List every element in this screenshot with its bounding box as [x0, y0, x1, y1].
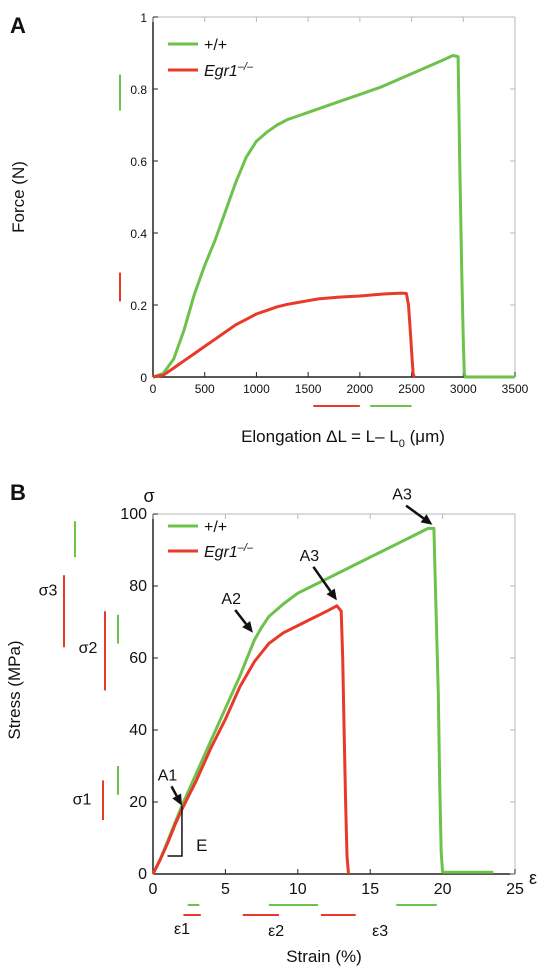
annotation-arrow-head [242, 621, 253, 633]
y-tick-label: 0 [138, 866, 147, 883]
y-tick-label: 1 [140, 11, 147, 25]
annotation-arrow-head [172, 793, 182, 806]
x-tick-label: 0 [150, 382, 157, 396]
annotation-arrow-head [326, 588, 337, 601]
point-annotation-label: A3 [392, 487, 412, 504]
panel-b-label: B [10, 480, 26, 505]
x-tick-label: 2000 [347, 382, 374, 396]
y-tick-label: 0.8 [130, 83, 147, 97]
legend-a: +/+ Egr1–/– [168, 37, 254, 80]
modulus-label: E [196, 836, 207, 855]
series-wildtype-line [151, 526, 494, 875]
x-tick-label: 0 [149, 881, 158, 898]
panel-b-y-axis-label: Stress (MPa) [5, 640, 24, 739]
modulus-triangle [167, 805, 183, 857]
x-tick-label: 500 [195, 382, 215, 396]
stress-marker-label: σ1 [73, 791, 92, 808]
x-tick-label: 15 [361, 881, 379, 898]
stress-marker-label: σ2 [79, 640, 98, 657]
y-tick-label: 40 [129, 722, 147, 739]
y-tick-label: 60 [129, 650, 147, 667]
x-tick-label: 3000 [450, 382, 477, 396]
panel-a-label: A [10, 13, 26, 38]
point-annotation-label: A1 [158, 767, 178, 784]
annotation-arrow [170, 785, 178, 797]
annotation-arrow-head [420, 514, 433, 525]
panel-a-y-axis-label: Force (N) [9, 161, 28, 233]
panel-b-grid [152, 513, 516, 875]
series-wildtype-line [152, 54, 515, 379]
y-tick-label: 100 [120, 506, 147, 523]
legend-a-egr1-label: Egr1–/– [204, 61, 254, 80]
y-tick-label: 80 [129, 578, 147, 595]
strain-marker-label: ε2 [268, 923, 284, 940]
x-tick-label: 2500 [398, 382, 425, 396]
panel-b-error-bars: σ3 σ2 σ1 ε1 ε2 ε3 [39, 521, 437, 940]
y-tick-label: 20 [129, 794, 147, 811]
y-tick-label: 0 [140, 371, 147, 385]
legend-b-wildtype-label: +/+ [204, 519, 227, 536]
x-tick-label: 3500 [502, 382, 529, 396]
x-tick-label: 25 [506, 881, 524, 898]
panel-a-error-bars [119, 74, 412, 407]
panel-b-ticks: 0 5 10 15 20 25 0 20 40 60 80 100 [120, 506, 524, 898]
legend-b: +/+ Egr1–/– [168, 519, 254, 561]
panel-a-x-axis-label: Elongation ΔL = L– L0 (μm) [241, 427, 445, 450]
annotation-arrow [312, 566, 332, 593]
panel-a-grid [152, 16, 516, 378]
panel-b-y-axis-symbol: σ [143, 486, 154, 506]
annotation-arrow [405, 504, 425, 520]
panel-b-x-axis-label: Strain (%) [286, 947, 362, 966]
panel-b: B 0 5 10 15 20 25 0 20 40 60 80 100 σ3 σ2 σ1 ε1 ε2 ε3 A1… [5, 480, 537, 966]
y-tick-label: 0.2 [130, 299, 147, 313]
panel-b-annotations: A1 A2 A3 A3 E [158, 487, 433, 857]
stress-marker-label: σ3 [39, 583, 58, 600]
x-tick-label: 20 [434, 881, 452, 898]
panel-b-x-axis-symbol: ε [529, 868, 537, 888]
x-tick-label: 10 [289, 881, 307, 898]
series-egr1-line [152, 291, 416, 379]
x-tick-label: 5 [221, 881, 230, 898]
panel-a: A 0 500 1000 1500 2000 2500 3000 3500 0 0.2 0.4 0.6… [9, 11, 529, 450]
y-tick-label: 0.6 [130, 155, 147, 169]
point-annotation-label: A2 [221, 591, 241, 608]
strain-marker-label: ε3 [372, 923, 388, 940]
x-tick-label: 1500 [295, 382, 322, 396]
point-annotation-label: A3 [300, 548, 320, 565]
series-egr1-line [151, 604, 350, 875]
panel-a-ticks: 0 500 1000 1500 2000 2500 3000 3500 0 0.2 0.4 0.6 0.… [130, 11, 528, 396]
x-tick-label: 1000 [243, 382, 270, 396]
strain-marker-label: ε1 [174, 921, 190, 938]
legend-a-wildtype-label: +/+ [204, 37, 227, 54]
annotation-arrow [234, 609, 248, 625]
y-tick-label: 0.4 [130, 227, 147, 241]
legend-b-egr1-label: Egr1–/– [204, 542, 254, 561]
